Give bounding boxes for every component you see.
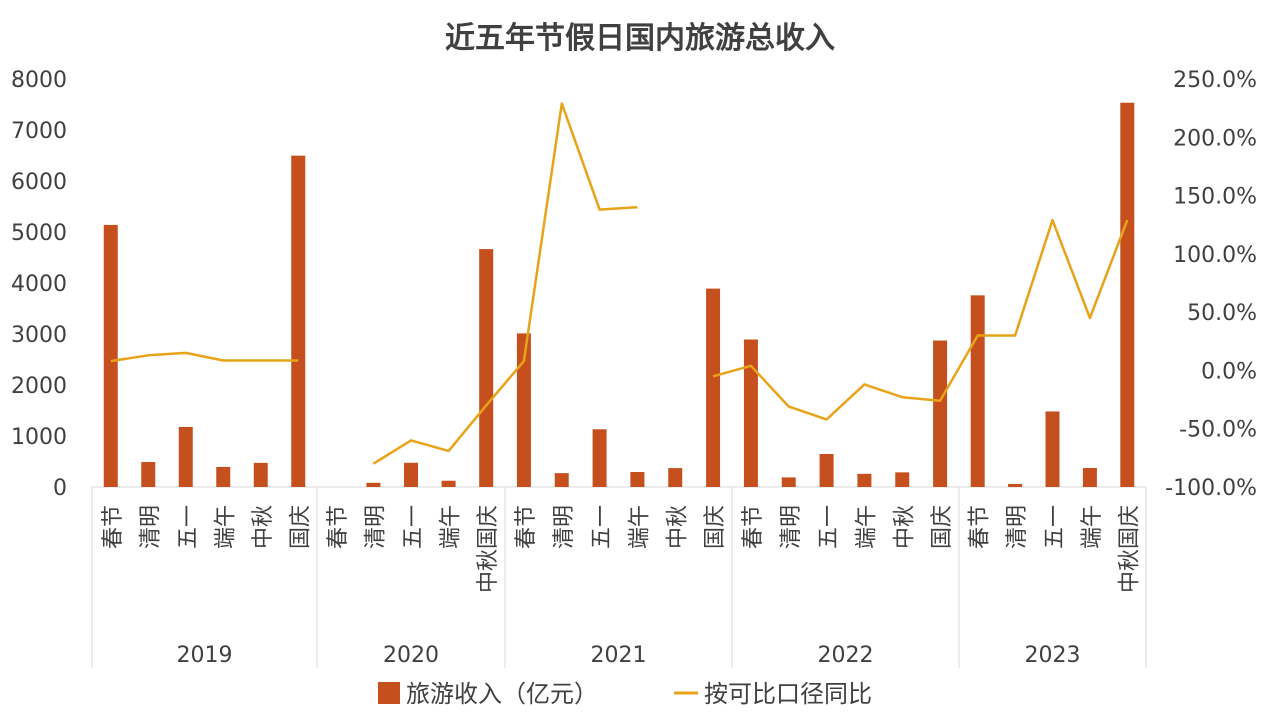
right-tick-label: 50.0% (1187, 301, 1257, 326)
left-tick-label: 2000 (11, 374, 67, 399)
right-axis-ticks: -100.0% -50.0% 0.0% 50.0% 100.0% 150.0% 200.0%… (1165, 68, 1257, 501)
year-label: 2022 (818, 643, 874, 668)
category-label: 清明 (1005, 505, 1030, 549)
year-label: 2019 (177, 643, 233, 668)
category-label: 中秋国庆 (476, 505, 501, 593)
category-label: 国庆 (288, 505, 313, 549)
revenue-bar (253, 462, 268, 487)
line-series (110, 102, 1129, 465)
revenue-bar (516, 333, 531, 487)
revenue-bar (178, 426, 193, 487)
revenue-bar (1082, 467, 1097, 487)
category-label: 五一 (401, 505, 426, 549)
category-label: 清明 (552, 505, 577, 549)
revenue-bar (441, 480, 456, 487)
revenue-bar (366, 482, 381, 487)
left-axis-ticks: 0 1000 2000 3000 4000 5000 6000 7000 8000 (11, 68, 67, 501)
category-label: 春节 (326, 505, 351, 549)
category-label: 端午 (627, 505, 652, 549)
revenue-bar (103, 224, 118, 487)
category-label: 五一 (817, 505, 842, 549)
revenue-bar (819, 454, 834, 487)
revenue-bar (1008, 483, 1023, 487)
revenue-bar (668, 468, 683, 487)
revenue-bar (781, 477, 796, 487)
category-label: 中秋 (251, 505, 276, 549)
left-tick-label: 0 (53, 476, 67, 501)
right-tick-label: 200.0% (1173, 126, 1257, 151)
revenue-bar (630, 472, 645, 487)
revenue-bar (479, 249, 494, 487)
category-label: 端午 (213, 505, 238, 549)
category-label: 春节 (741, 505, 766, 549)
year-label: 2021 (591, 643, 647, 668)
category-label: 中秋 (892, 505, 917, 549)
legend-line-label: 按可比口径同比 (704, 680, 872, 708)
left-tick-label: 4000 (11, 272, 67, 297)
right-tick-label: -50.0% (1179, 418, 1257, 443)
revenue-bar (1045, 411, 1060, 487)
left-tick-label: 6000 (11, 170, 67, 195)
category-label: 国庆 (930, 505, 955, 549)
left-tick-label: 5000 (11, 221, 67, 246)
revenue-bar (895, 472, 910, 487)
year-labels: 2019 2020 2021 2022 2023 (177, 643, 1081, 668)
category-label: 五一 (1043, 505, 1068, 549)
category-label: 端午 (439, 505, 464, 549)
revenue-bar (216, 466, 231, 487)
revenue-bar (743, 339, 758, 487)
revenue-bar (291, 155, 306, 487)
year-label: 2023 (1025, 643, 1081, 668)
yoy-line (110, 351, 299, 363)
legend-bar-swatch (378, 682, 400, 704)
category-label: 五一 (590, 505, 615, 549)
right-tick-label: 250.0% (1173, 68, 1257, 93)
category-label: 春节 (968, 505, 993, 549)
revenue-bar (933, 340, 948, 487)
left-tick-label: 8000 (11, 68, 67, 93)
legend: 旅游收入（亿元） 按可比口径同比 (378, 680, 872, 708)
category-label: 端午 (1080, 505, 1105, 549)
revenue-bar (554, 473, 569, 487)
year-label: 2020 (383, 643, 439, 668)
revenue-bar (970, 295, 985, 487)
chart-title: 近五年节假日国内旅游总收入 (445, 21, 835, 56)
revenue-bar (706, 288, 721, 487)
left-tick-label: 7000 (11, 119, 67, 144)
category-label: 春节 (101, 505, 126, 549)
category-label: 五一 (176, 505, 201, 549)
yoy-line (712, 218, 1129, 421)
category-label: 中秋国庆 (1117, 505, 1142, 593)
category-label: 清明 (363, 505, 388, 549)
left-tick-label: 1000 (11, 425, 67, 450)
category-label: 清明 (138, 505, 163, 549)
revenue-bar (592, 429, 607, 487)
revenue-bar (857, 473, 872, 487)
right-tick-label: 100.0% (1173, 243, 1257, 268)
revenue-bar (404, 462, 418, 487)
bar-series (103, 102, 1135, 487)
category-label: 春节 (514, 505, 539, 549)
right-tick-label: 150.0% (1173, 185, 1257, 210)
category-label: 国庆 (703, 505, 728, 549)
category-label: 清明 (779, 505, 804, 549)
legend-bar-label: 旅游收入（亿元） (406, 680, 598, 708)
revenue-bar (141, 462, 156, 487)
left-tick-label: 3000 (11, 323, 67, 348)
revenue-bar (1120, 102, 1135, 487)
yoy-line (372, 102, 638, 465)
right-tick-label: 0.0% (1201, 359, 1257, 384)
category-label: 中秋 (665, 505, 690, 549)
right-tick-label: -100.0% (1165, 476, 1257, 501)
category-label: 端午 (854, 505, 879, 549)
category-labels: 春节 清明 五一 端午 中秋 国庆 春节 清明 五一 端午 中秋国庆 春节 清明 五一 端午 中秋 国庆 春节 清明… (101, 505, 1143, 593)
